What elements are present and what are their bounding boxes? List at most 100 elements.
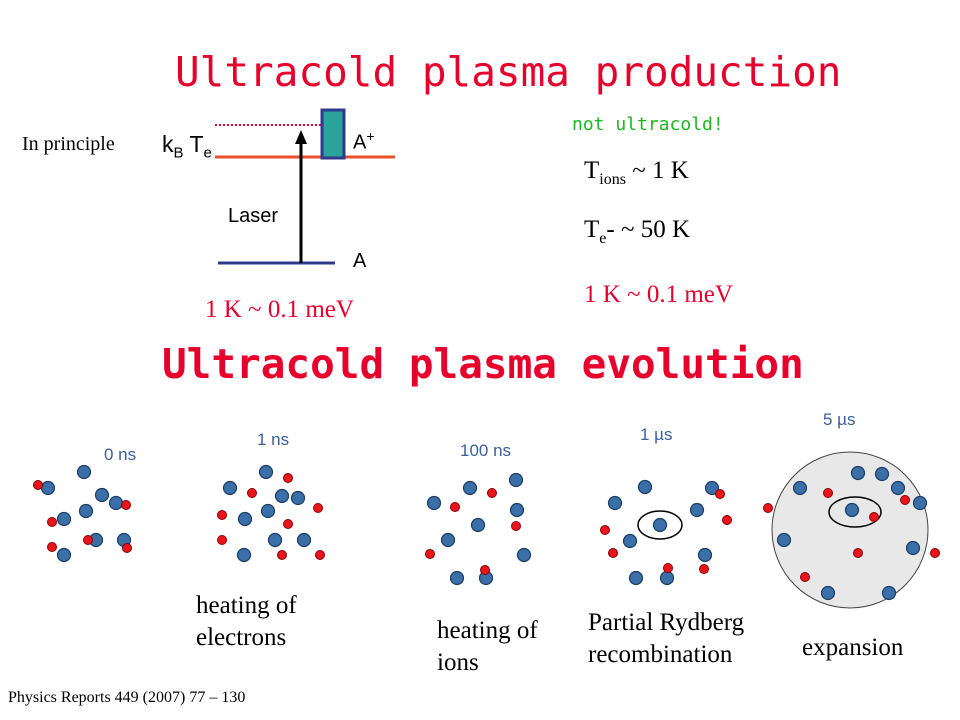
electron-particle	[121, 500, 131, 510]
ion-particle	[905, 540, 921, 556]
upper-level-label: A+	[353, 128, 375, 155]
ion-particle	[76, 464, 92, 480]
electron-temperature-symbol: T	[584, 216, 600, 243]
expansion-cloud	[771, 451, 929, 609]
electron-particle	[283, 473, 293, 483]
ion-particle	[440, 532, 456, 548]
ion-temperature-symbol: T	[584, 157, 600, 184]
electron-particle	[425, 549, 435, 559]
electron-particle	[277, 550, 287, 560]
stage-caption-2: heating of ions	[437, 617, 538, 676]
not-ultracold-note: not ultracold!	[572, 114, 724, 135]
ion-particle	[516, 547, 532, 563]
kbte-b: B	[173, 144, 184, 162]
thermal-energy-label: kB Te	[162, 131, 212, 162]
ion-particle	[40, 480, 56, 496]
stage-time-0: 0 ns	[104, 445, 137, 464]
upper-level-charge: +	[366, 128, 375, 144]
lower-level-label: A	[353, 250, 367, 272]
ion-particle	[296, 532, 312, 548]
stage-time-2: 100 ns	[460, 441, 512, 460]
ion-particle	[274, 488, 290, 504]
electron-particle	[608, 548, 618, 558]
electron-particle	[487, 488, 497, 498]
ion-particle	[607, 495, 623, 511]
production-title: Ultracold plasma production	[175, 48, 842, 96]
electron-particle	[900, 495, 910, 505]
electron-particle	[715, 489, 725, 499]
electron-particle	[722, 515, 732, 525]
electron-particle	[122, 543, 132, 553]
ion-particle	[844, 502, 860, 518]
electron-particle	[869, 512, 879, 522]
ion-particle	[258, 464, 274, 480]
kbte-e: e	[203, 144, 212, 162]
electron-particle	[47, 517, 57, 527]
stage-time-4: 5 µs	[823, 410, 856, 429]
electron-particle	[930, 548, 940, 558]
ion-particle	[776, 532, 792, 548]
electron-particle	[823, 488, 833, 498]
evolution-title: Ultracold plasma evolution	[162, 340, 804, 388]
ion-particle	[628, 570, 644, 586]
ion-particle	[426, 495, 442, 511]
ion-particle	[850, 465, 866, 481]
electron-particle	[47, 542, 57, 552]
ion-particle	[874, 466, 890, 482]
electron-particle	[800, 572, 810, 582]
ion-particle	[912, 495, 928, 511]
ion-particle	[449, 570, 465, 586]
electron-temperature-subscript: e	[599, 230, 607, 247]
electron-particle	[699, 564, 709, 574]
stage-caption-1: heating of electrons	[196, 592, 297, 651]
ion-particle	[689, 502, 705, 518]
electron-particle	[763, 503, 773, 513]
upper-level-symbol: A	[353, 131, 367, 154]
ion-particle	[652, 517, 668, 533]
ion-particle	[222, 480, 238, 496]
laser-arrowhead	[295, 130, 307, 144]
ion-particle	[792, 480, 808, 496]
ion-particle	[659, 570, 675, 586]
electron-particle	[450, 502, 460, 512]
electron-particle	[663, 563, 673, 573]
electron-particle	[313, 503, 323, 513]
ion-particle	[94, 487, 110, 503]
laser-label: Laser	[228, 205, 279, 227]
electron-particle	[217, 535, 227, 545]
ion-particle	[470, 517, 486, 533]
ion-particle	[260, 503, 276, 519]
ion-particle	[704, 480, 720, 496]
electron-particle	[480, 565, 490, 575]
excitation-bar	[320, 108, 346, 160]
electron-particle	[511, 521, 521, 531]
kbte-k: k	[162, 131, 174, 157]
ion-particle	[697, 547, 713, 563]
ion-particle	[509, 502, 525, 518]
energy-equivalence-right: 1 K ~ 0.1 meV	[584, 281, 733, 308]
rydberg-ring	[637, 510, 683, 540]
ion-temperature-subscript: ions	[599, 171, 626, 188]
electron-particle	[315, 550, 325, 560]
electron-particle	[33, 480, 43, 490]
electron-particle	[217, 510, 227, 520]
ion-particle	[237, 511, 253, 527]
electron-particle	[83, 535, 93, 545]
ion-particle	[78, 503, 94, 519]
ion-particle	[820, 585, 836, 601]
stage-caption-3: Partial Rydberg recombination	[588, 609, 745, 668]
energy-equivalence-left: 1 K ~ 0.1 meV	[205, 296, 354, 323]
ion-temperature-value: ~ 1 K	[625, 157, 689, 184]
electron-particle	[283, 519, 293, 529]
stage-time-3: 1 µs	[640, 425, 673, 444]
ion-particle	[462, 480, 478, 496]
kbte-t: T	[183, 131, 204, 157]
electron-temperature: Te- ~ 50 K	[584, 216, 690, 248]
electron-particle	[600, 525, 610, 535]
ion-particle	[267, 532, 283, 548]
ion-particle	[890, 480, 906, 496]
stage-caption-4: expansion	[802, 634, 904, 661]
stage-time-1: 1 ns	[257, 430, 290, 449]
ion-particle	[622, 533, 638, 549]
ion-particle	[881, 585, 897, 601]
